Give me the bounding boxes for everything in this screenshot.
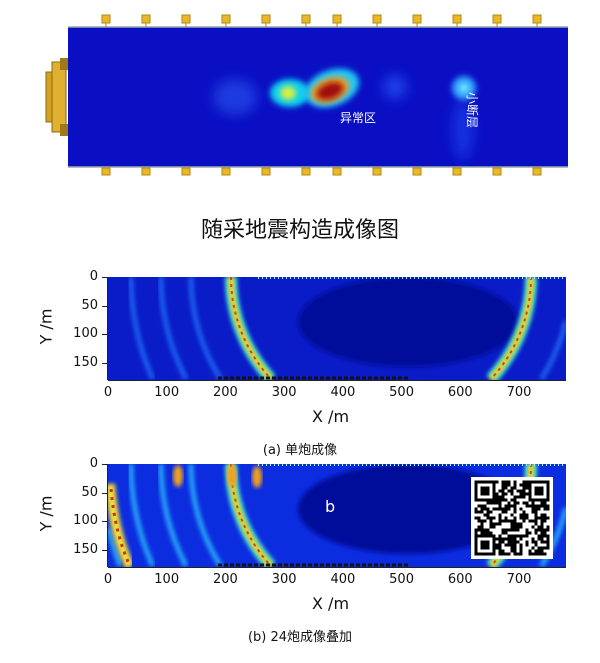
geophone-sensor — [412, 167, 422, 176]
near-surface-anomaly — [227, 465, 237, 487]
geophone-sensor — [372, 14, 382, 24]
y-tick-mark — [102, 464, 107, 465]
geophone-sensor — [301, 14, 311, 24]
geophone-sensor — [332, 167, 342, 176]
panel-caption: (a) 单炮成像 — [262, 443, 338, 458]
imaging-plot — [108, 277, 566, 380]
near-surface-anomaly — [252, 466, 262, 488]
x-axis — [108, 567, 566, 568]
qr-code[interactable] — [471, 477, 553, 559]
x-tick-label: 500 — [389, 385, 414, 400]
wavefront-ring — [128, 464, 156, 567]
sensor-array — [101, 14, 542, 176]
weak-anomaly — [213, 79, 257, 115]
geophone-sensor — [301, 167, 311, 176]
y-tick-mark — [102, 334, 107, 336]
y-tick-label: 0 — [89, 456, 98, 471]
y-tick-mark — [102, 362, 107, 364]
geophone-sensor — [261, 167, 271, 176]
anomaly-zone-core — [280, 86, 296, 100]
x-tick-label: 0 — [103, 385, 113, 400]
x-axis-label: X /m — [312, 407, 350, 426]
y-tick-label: 50 — [81, 484, 98, 500]
y-tick-label: 150 — [73, 354, 98, 370]
geophone-sensor — [101, 167, 111, 176]
geophone-sensor — [141, 167, 151, 176]
y-tick-label: 50 — [81, 297, 98, 313]
geophone-sensor — [101, 14, 111, 24]
geophone-sensor — [261, 14, 271, 24]
mining-machine-icon — [45, 58, 68, 136]
weak-anomaly — [383, 75, 407, 99]
fault-zone-core — [459, 83, 469, 93]
y-tick-mark — [102, 305, 107, 307]
dark-zone — [298, 277, 518, 367]
wavefront-ring — [158, 277, 189, 380]
reflection-arc-core — [228, 277, 534, 380]
fault-label: 小断层 — [465, 92, 480, 128]
dark-zone — [298, 464, 518, 554]
geophone-sensor — [452, 167, 462, 176]
wavefront-ring — [108, 527, 123, 567]
y-tick-label: 0 — [89, 269, 98, 284]
x-tick-label: 300 — [271, 572, 297, 587]
geophone-sensor — [412, 14, 422, 24]
x-axis-label: X /m — [312, 594, 350, 613]
x-tick-label: 100 — [154, 385, 180, 400]
geophone-sensor — [221, 167, 231, 176]
x-tick-label: 400 — [330, 572, 356, 587]
y-axis — [107, 277, 108, 380]
anomaly-zone-core — [316, 82, 344, 100]
x-tick-label: 700 — [506, 385, 532, 400]
y-tick-mark — [102, 521, 107, 523]
x-tick-label: 600 — [447, 385, 473, 400]
tunnel-imaging-map: 异常区 小断层 — [45, 14, 568, 176]
y-tick-label: 150 — [73, 541, 98, 557]
x-tick-label: 200 — [213, 572, 238, 587]
figure-title: 随采地震构造成像图 — [200, 218, 399, 243]
anomaly-label: 异常区 — [340, 111, 376, 125]
y-tick-mark — [102, 549, 107, 551]
geophone-sensor — [141, 14, 151, 24]
geophone-sensor — [181, 14, 191, 24]
wavefront-ring — [158, 464, 189, 567]
geophone-sensor — [332, 14, 342, 24]
reflection-arc-peak — [109, 488, 132, 567]
near-surface-anomaly — [173, 465, 183, 487]
x-tick-label: 400 — [330, 385, 356, 400]
y-axis-label: Y /m — [36, 308, 56, 345]
wavefront-ring — [128, 277, 156, 380]
geophone-sensor — [532, 14, 542, 24]
y-axis-label: Y /m — [36, 495, 56, 532]
x-tick-label: 500 — [389, 572, 414, 587]
y-tick-label: 100 — [73, 513, 98, 529]
weak-anomaly — [453, 100, 473, 160]
y-axis — [107, 464, 108, 567]
x-tick-label: 200 — [213, 385, 238, 400]
geophone-sensor — [452, 14, 462, 24]
y-tick-mark — [102, 492, 107, 494]
panel-caption: (b) 24炮成像叠加 — [247, 630, 353, 645]
geophone-sensor — [181, 167, 191, 176]
x-tick-label: 600 — [447, 572, 473, 587]
x-tick-label: 0 — [103, 572, 113, 587]
geophone-sensor — [492, 14, 502, 24]
y-tick-mark — [102, 277, 107, 278]
x-tick-label: 300 — [271, 385, 297, 400]
wavefront-ring — [188, 277, 566, 380]
x-tick-label: 100 — [154, 572, 180, 587]
x-axis — [108, 380, 566, 381]
x-tick-label: 700 — [506, 572, 532, 587]
geophone-sensor — [492, 167, 502, 176]
y-tick-label: 100 — [73, 326, 98, 342]
panel-annotation: b — [325, 497, 336, 516]
geophone-sensor — [372, 167, 382, 176]
geophone-sensor — [221, 14, 231, 24]
geophone-sensor — [532, 167, 542, 176]
